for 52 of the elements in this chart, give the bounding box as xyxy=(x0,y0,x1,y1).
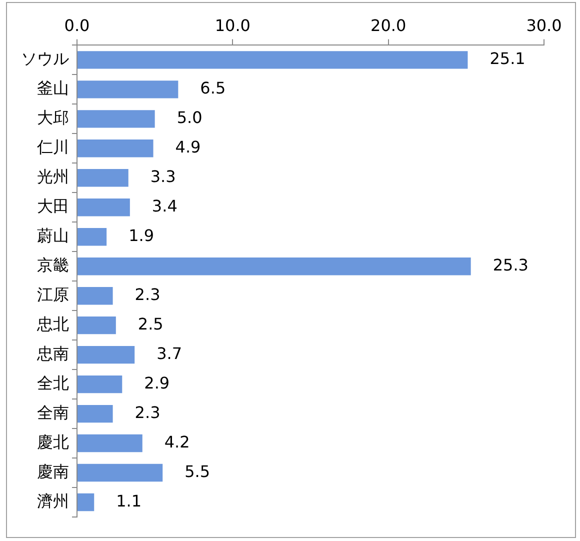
y-tick-label: 光州 xyxy=(37,167,69,186)
y-tick-label: 京畿 xyxy=(37,256,69,275)
bar xyxy=(78,493,94,512)
y-tick-label: ソウル xyxy=(21,49,69,68)
y-tick-label: 慶北 xyxy=(37,432,69,452)
data-label: 4.9 xyxy=(175,138,201,157)
bar xyxy=(78,316,116,334)
y-tick-label: 忠南 xyxy=(36,344,69,363)
data-label: 1.1 xyxy=(116,491,142,510)
y-tick-label: 江原 xyxy=(37,285,69,304)
data-label: 25.1 xyxy=(490,49,526,68)
bar xyxy=(78,80,178,98)
data-label: 6.5 xyxy=(200,78,226,98)
bar xyxy=(78,346,135,364)
data-label: 5.5 xyxy=(184,462,210,481)
y-tick-label: 蔚山 xyxy=(37,226,69,246)
x-tick-label: 0.0 xyxy=(64,16,90,35)
bar xyxy=(78,434,142,452)
bar xyxy=(78,287,113,305)
y-tick-label: 大邱 xyxy=(37,108,69,128)
data-label: 3.7 xyxy=(156,344,182,363)
data-label: 25.3 xyxy=(492,256,528,275)
data-label: 2.3 xyxy=(134,402,160,422)
data-label: 3.3 xyxy=(150,167,176,186)
bar xyxy=(78,258,471,276)
bar xyxy=(78,169,128,187)
y-tick-label: 大田 xyxy=(37,196,69,216)
bar xyxy=(78,404,113,423)
x-tick-label: 20.0 xyxy=(370,16,406,35)
y-tick-label: 慶南 xyxy=(37,462,69,481)
data-label: 5.0 xyxy=(176,108,202,128)
bar xyxy=(78,51,468,69)
data-label: 2.5 xyxy=(138,314,164,334)
y-tick-label: 忠北 xyxy=(36,314,69,334)
bar xyxy=(78,375,122,394)
bar xyxy=(78,198,130,216)
bar xyxy=(78,228,107,246)
y-tick-label: 濟州 xyxy=(37,491,69,510)
x-tick-label: 10.0 xyxy=(214,16,250,35)
data-label: 1.9 xyxy=(128,226,154,246)
x-tick-label: 30.0 xyxy=(526,16,562,35)
data-label: 2.3 xyxy=(134,285,160,304)
data-label: 2.9 xyxy=(144,373,170,392)
bar xyxy=(78,140,154,158)
y-tick-label: 全北 xyxy=(37,373,69,392)
data-label: 3.4 xyxy=(152,196,178,216)
bar xyxy=(78,464,163,482)
y-tick-label: 仁川 xyxy=(36,138,69,157)
bar xyxy=(78,110,155,128)
y-tick-label: 釜山 xyxy=(37,78,69,98)
y-tick-label: 全南 xyxy=(37,402,69,422)
data-label: 4.2 xyxy=(164,432,190,452)
